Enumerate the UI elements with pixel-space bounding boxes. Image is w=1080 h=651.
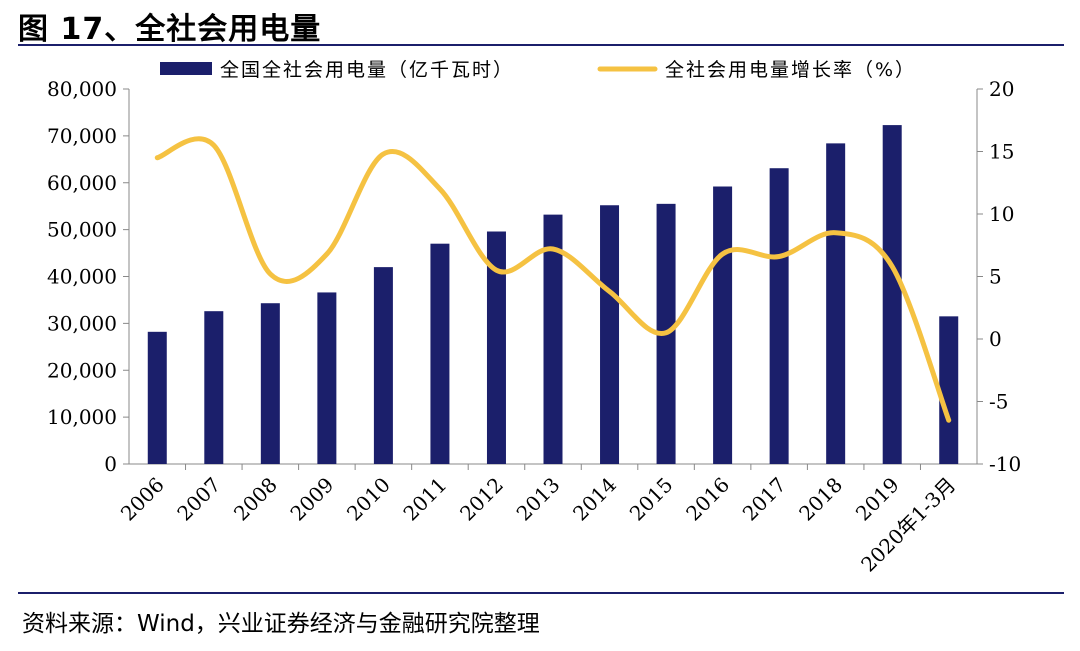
bar [939, 316, 959, 464]
right-tick-label: 10 [989, 202, 1014, 226]
x-tick-label: 2013 [512, 473, 565, 526]
bar [882, 125, 902, 464]
x-tick-label: 2014 [568, 473, 621, 526]
x-tick-label: 2006 [116, 473, 169, 526]
x-tick-label: 2009 [285, 473, 338, 526]
x-tick-label: 2008 [229, 473, 282, 526]
right-tick-label: 20 [989, 77, 1014, 101]
bar [204, 311, 224, 464]
bar [147, 331, 167, 464]
x-tick-label: 2018 [794, 473, 847, 526]
right-tick-label: 15 [989, 140, 1014, 164]
figure-title: 图 17、全社会用电量 [18, 12, 322, 47]
left-tick-label: 70,000 [47, 124, 117, 148]
x-tick-label: 2011 [399, 473, 452, 526]
bar [713, 186, 733, 464]
bar [543, 214, 563, 464]
growth-rate-line [154, 136, 952, 423]
bar [826, 143, 846, 464]
bar [373, 267, 393, 464]
x-tick-label: 2007 [172, 473, 225, 526]
right-tick-label: -5 [989, 390, 1008, 414]
bar [317, 292, 337, 464]
bar [260, 303, 280, 464]
left-tick-label: 20,000 [47, 358, 117, 382]
left-tick-label: 80,000 [47, 77, 117, 101]
bar [486, 231, 506, 464]
left-tick-label: 40,000 [47, 265, 117, 289]
left-tick-label: 60,000 [47, 171, 117, 195]
left-tick-label: 30,000 [47, 311, 117, 335]
bar [600, 205, 620, 464]
right-tick-label: 5 [989, 265, 1002, 289]
left-tick-label: 10,000 [47, 405, 117, 429]
x-tick-label: 2012 [455, 473, 508, 526]
bar [430, 243, 450, 464]
legend-line-label: 全社会用电量增长率（%） [665, 59, 916, 81]
x-tick-label: 2019 [851, 473, 904, 526]
title-divider [18, 44, 1064, 46]
left-tick-label: 50,000 [47, 218, 117, 242]
x-tick-label: 2016 [681, 473, 734, 526]
x-tick-label: 2010 [342, 473, 395, 526]
source-divider [18, 592, 1064, 594]
source-note: 资料来源：Wind，兴业证券经济与金融研究院整理 [22, 611, 540, 637]
left-tick-label: 0 [104, 452, 117, 476]
x-tick-label: 2015 [625, 473, 678, 526]
bar [769, 168, 789, 464]
legend-bar-label: 全国全社会用电量（亿千瓦时） [220, 59, 514, 81]
right-tick-label: -10 [989, 452, 1021, 476]
chart-svg: 0 10,000 20,000 30,000 40,000 50,000 60,000 70,… [47, 59, 1021, 577]
legend-bar-swatch [160, 62, 212, 75]
right-tick-label: 0 [989, 327, 1002, 351]
x-tick-label: 2017 [738, 473, 791, 526]
